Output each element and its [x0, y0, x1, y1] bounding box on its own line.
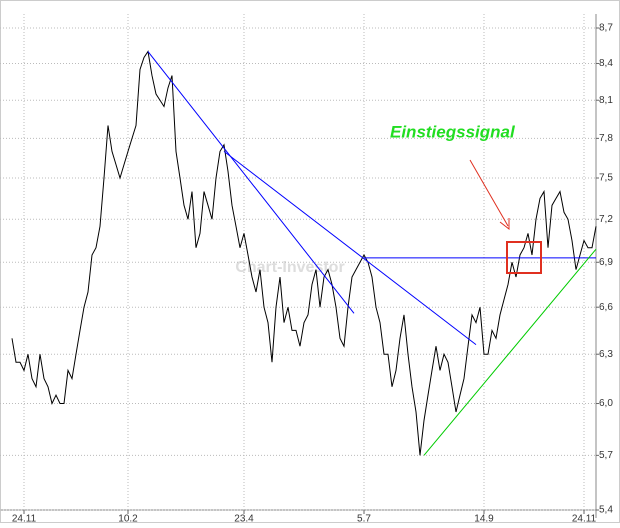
- x-tick-label: 10.2: [118, 514, 138, 523]
- y-tick-label: 6,9: [599, 257, 613, 268]
- trend-line: [147, 51, 355, 314]
- annotation: Einstiegssignal: [390, 122, 516, 141]
- y-tick-label: 7,2: [599, 214, 613, 225]
- y-tick-label: 7,5: [599, 173, 613, 184]
- plot: 5,4 5,7 6,0 6,3 6,6 6,9 7,2 7,5 7,8 8,1 8,4 8,7 24.1…: [0, 14, 613, 525]
- x-tick-label: 24.11: [12, 514, 37, 523]
- arrow: [469, 159, 509, 227]
- trend-line: [423, 248, 597, 456]
- y-tick-label: 8,4: [599, 58, 613, 69]
- x-tick-label: 24.11: [572, 514, 597, 523]
- y-tick-label: 7,8: [599, 133, 613, 144]
- x-tick-label: 14.9: [474, 514, 494, 523]
- x-tick-label: 23.4: [234, 514, 254, 523]
- y-tick-label: 8,1: [599, 95, 613, 106]
- y-tick-label: 5,7: [599, 450, 613, 461]
- y-tick-label: 6,0: [599, 398, 613, 409]
- y-tick-label: 8,7: [599, 23, 613, 34]
- y-tick-label: 6,6: [599, 302, 613, 313]
- highlight-box: [506, 241, 542, 274]
- y-tick-label: 6,3: [599, 349, 613, 360]
- trend-line: [223, 151, 477, 346]
- price-line: [11, 50, 597, 456]
- y-tick-label: 5,4: [599, 505, 613, 516]
- arrow-head: [499, 218, 510, 231]
- watermark: Chart-Investor: [235, 259, 344, 276]
- x-tick-label: 5.7: [357, 514, 371, 523]
